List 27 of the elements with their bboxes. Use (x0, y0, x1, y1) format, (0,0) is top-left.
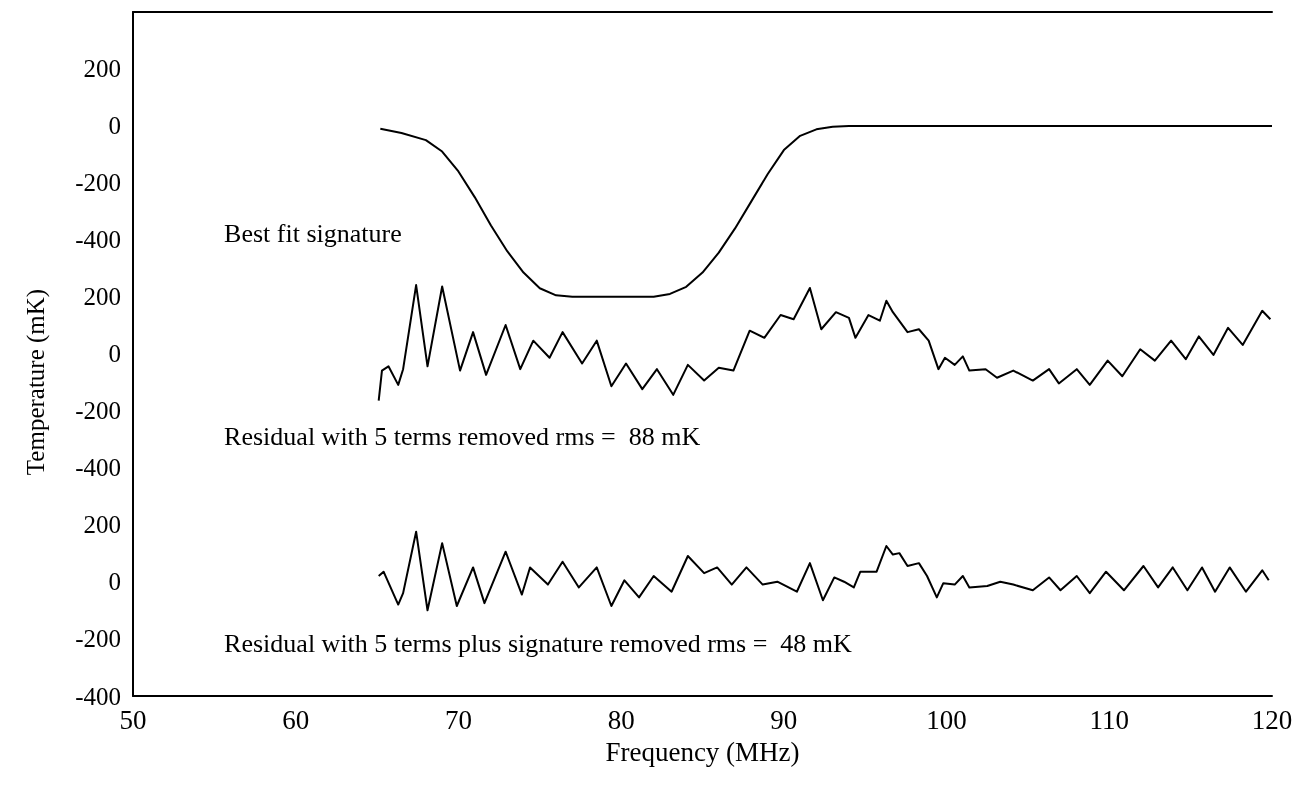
annotation: Residual with 5 terms removed rms = 88 mK (224, 421, 701, 451)
y-tick-label: 200 (83, 55, 121, 83)
y-tick-label: -200 (75, 397, 121, 424)
x-tick-label: 120 (1251, 704, 1293, 735)
x-tick-label: 90 (770, 704, 798, 735)
y-tick-label: -200 (75, 169, 121, 197)
x-tick-label: 70 (444, 704, 472, 735)
annotation: Residual with 5 terms plus signature removed rms = 48 mK (224, 628, 853, 658)
x-tick-label: 100 (926, 704, 967, 735)
x-tick-label: 110 (1089, 704, 1130, 735)
y-tick-label: -400 (75, 682, 121, 710)
x-tick-label: 50 (119, 704, 147, 735)
x-tick-label: 60 (282, 704, 310, 735)
annotation: Best fit signature (224, 218, 402, 248)
y-tick-label: -400 (75, 454, 121, 481)
line-series (377, 530, 1270, 612)
y-tick-label: 200 (83, 283, 121, 310)
x-tick-label: 80 (607, 704, 635, 735)
y-tick-label: 0 (108, 340, 121, 367)
y-tick-label: 0 (108, 112, 121, 140)
line-series (377, 284, 1272, 402)
y-tick-label: -200 (75, 625, 121, 653)
y-tick-label: 200 (83, 511, 121, 539)
y-axis-title: Temperature (mK) (22, 288, 50, 476)
x-axis-title: Frequency (MHz) (605, 736, 800, 767)
y-tick-label: 0 (108, 568, 121, 596)
y-tick-label: -400 (75, 226, 121, 254)
